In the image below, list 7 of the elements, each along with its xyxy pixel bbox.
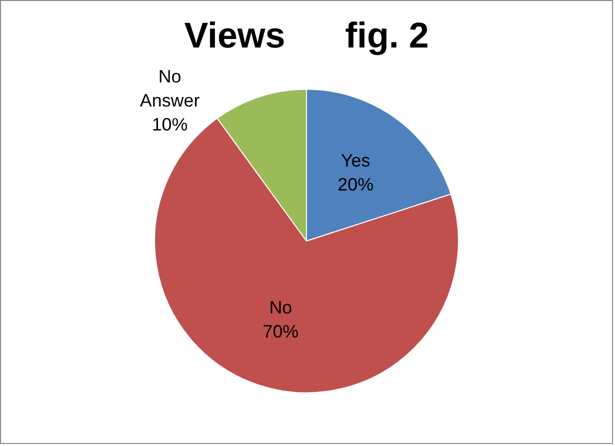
slice-label: No Answer	[140, 66, 200, 110]
slice-label: No	[269, 297, 292, 318]
data-label: 20%	[338, 174, 374, 194]
data-label: 10%	[152, 114, 188, 134]
slice-label: Yes	[340, 150, 370, 171]
data-label: 70%	[262, 321, 299, 342]
chart-title: Views fig. 2	[184, 15, 429, 56]
